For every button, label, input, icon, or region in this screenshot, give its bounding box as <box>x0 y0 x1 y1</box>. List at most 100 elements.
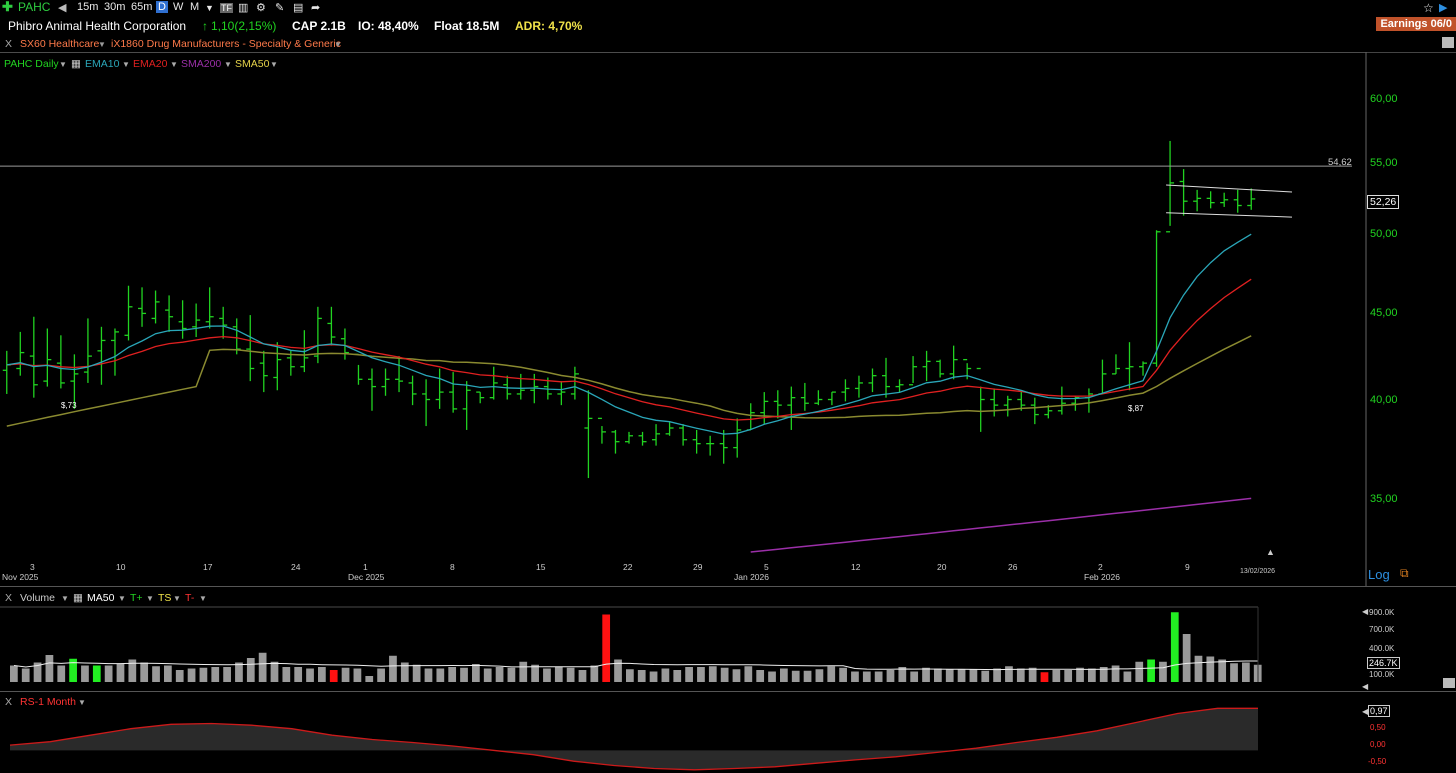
volume-bar <box>768 671 776 682</box>
x-tick: 2 <box>1098 562 1103 572</box>
chevron-down-icon[interactable]: ▼ <box>98 40 106 49</box>
clipboard-icon[interactable]: ▤ <box>293 2 304 14</box>
star-icon[interactable]: ☆ <box>1423 1 1434 15</box>
share-icon[interactable]: ➦ <box>311 2 321 14</box>
volume-bar <box>957 669 966 682</box>
interval-monthly[interactable]: M <box>190 1 200 13</box>
interval-15m[interactable]: 15m <box>77 1 99 13</box>
chevron-down-icon[interactable]: ▼ <box>118 594 126 603</box>
x-tick: 26 <box>1008 562 1018 572</box>
volume-bar <box>1230 663 1238 682</box>
panel-divider[interactable] <box>0 691 1456 692</box>
x-tick: 22 <box>623 562 633 572</box>
chevron-down-icon[interactable]: ▼ <box>270 60 278 69</box>
chevron-down-icon[interactable]: ▼ <box>122 60 130 69</box>
price-chart[interactable] <box>0 52 1456 773</box>
volume-bar <box>744 666 753 682</box>
triangle-up-icon[interactable]: ▲ <box>1266 547 1275 557</box>
rs-axis[interactable]: ◀ 0,97 0,50 0,00 -0,50 <box>1362 704 1456 770</box>
symbol-label[interactable]: PAHC <box>18 0 51 14</box>
tminus-label[interactable]: T- <box>185 592 195 604</box>
sma50-line <box>6 335 1252 427</box>
y-tick: 45,00 <box>1370 307 1398 319</box>
close-icon[interactable]: X <box>5 696 13 708</box>
legend-sma200[interactable]: SMA200 <box>181 58 222 70</box>
legend-ema10[interactable]: EMA10 <box>85 58 120 70</box>
institutional-ownership: IO: 48,40% <box>358 19 419 33</box>
volume-bar <box>1135 661 1144 682</box>
lock-icon[interactable]: ⧉ <box>1400 566 1409 580</box>
chevron-down-icon[interactable]: ▼ <box>146 594 154 603</box>
chevron-down-icon[interactable]: ▼ <box>199 594 207 603</box>
chevron-down-icon[interactable]: ▼ <box>170 60 178 69</box>
settings-icon[interactable]: ⚙ <box>256 2 266 14</box>
volume-bar <box>81 665 89 682</box>
ma50-label[interactable]: MA50 <box>87 592 115 604</box>
volume-bar <box>1099 667 1108 682</box>
industry-label[interactable]: iX1860 Drug Manufacturers - Specialty & … <box>111 38 341 50</box>
grid-icon[interactable]: ▦ <box>73 592 83 604</box>
interval-30m[interactable]: 30m <box>104 1 126 13</box>
volume-bar <box>566 667 575 682</box>
interval-daily[interactable]: D <box>156 1 168 13</box>
panel-divider[interactable] <box>0 586 1456 587</box>
sector-label[interactable]: SX60 Healthcare <box>20 38 100 50</box>
volume-bar <box>779 668 788 682</box>
volume-bar <box>341 667 350 682</box>
ts-label[interactable]: TS <box>158 592 172 604</box>
interval-65m[interactable]: 65m <box>131 1 153 13</box>
price-axis[interactable]: 60,00 55,00 50,00 45,00 40,00 35,00 <box>1360 90 1456 510</box>
add-symbol-icon[interactable]: ✚ <box>2 0 13 14</box>
volume-bar <box>389 655 397 682</box>
pencil-icon[interactable]: ✎ <box>275 2 285 14</box>
megaphone-icon[interactable]: ◀ <box>58 2 67 14</box>
volume-bar <box>815 669 824 682</box>
top-toolbar: ✚ PAHC ◀ 15m 30m 65m D W M ▼ TF ▥ ⚙ ✎ ▤ … <box>0 0 1456 16</box>
volume-bar <box>637 670 646 682</box>
x-tick: 12 <box>851 562 861 572</box>
chevron-down-icon[interactable]: ▼ <box>334 40 342 49</box>
volume-bar <box>1123 671 1132 682</box>
volume-bar <box>708 666 717 682</box>
compare-icon[interactable]: ▥ <box>238 2 249 14</box>
tplus-label[interactable]: T+ <box>130 592 143 604</box>
volume-bar <box>175 670 184 682</box>
chevron-down-icon[interactable]: ▼ <box>78 698 86 707</box>
rs-label[interactable]: RS-1 Month <box>20 696 77 708</box>
scroll-handle[interactable] <box>1443 678 1455 688</box>
volume-bar <box>1206 656 1215 682</box>
volume-bar <box>152 666 160 682</box>
volume-bar <box>282 667 291 682</box>
volume-axis[interactable]: ◀ 900.0K 700.0K 400.0K 100.0K 246.7K ◀ <box>1362 606 1456 691</box>
volume-bar <box>223 667 231 682</box>
volume-bar <box>353 668 362 682</box>
chevron-down-icon[interactable]: ▼ <box>61 594 69 603</box>
legend-ema20[interactable]: EMA20 <box>133 58 168 70</box>
date-axis[interactable]: 3 10 17 24 1 8 15 22 29 5 12 20 26 2 9 N… <box>0 560 1340 586</box>
timeframe-icon[interactable]: TF <box>220 3 233 13</box>
volume-bar <box>625 669 634 682</box>
adr: ADR: 4,70% <box>515 19 583 33</box>
hline-label: 54,62 <box>1328 157 1352 168</box>
chevron-down-icon[interactable]: ▼ <box>173 594 181 603</box>
volume-bar <box>720 667 729 682</box>
grid-icon[interactable]: ▦ <box>71 58 81 70</box>
legend-symbol[interactable]: PAHC Daily <box>4 58 59 70</box>
close-icon[interactable]: X <box>5 592 13 604</box>
chevron-down-icon[interactable]: ▼ <box>205 3 214 13</box>
log-scale-toggle[interactable]: Log <box>1368 567 1390 582</box>
volume-bar <box>258 652 267 682</box>
interval-weekly[interactable]: W <box>173 1 184 13</box>
up-arrow-icon: ↑ <box>202 19 208 33</box>
flag-upper-line <box>1166 184 1293 193</box>
y-tick: 35,00 <box>1370 493 1398 505</box>
earnings-badge[interactable]: Earnings 06/0 <box>1376 17 1456 31</box>
scroll-handle[interactable] <box>1442 37 1454 48</box>
volume-label[interactable]: Volume <box>20 592 56 604</box>
volume-bar <box>945 669 954 682</box>
legend-sma50[interactable]: SMA50 <box>235 58 270 70</box>
close-icon[interactable]: X <box>5 38 13 50</box>
play-icon[interactable]: ▶ <box>1439 2 1448 14</box>
chevron-down-icon[interactable]: ▼ <box>59 60 67 69</box>
chevron-down-icon[interactable]: ▼ <box>224 60 232 69</box>
